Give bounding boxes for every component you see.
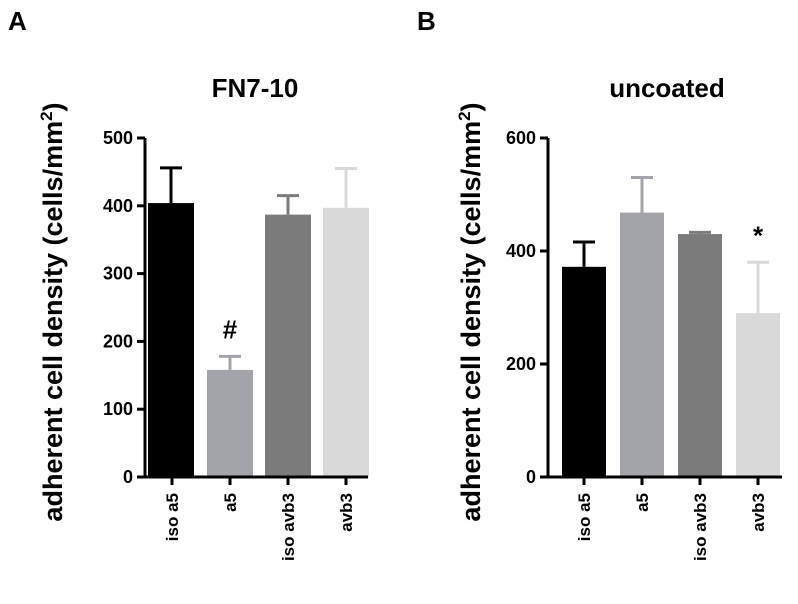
significance-annotation: * xyxy=(753,220,764,250)
x-category-label: iso avb3 xyxy=(691,493,710,561)
y-axis-label-text: adherent cell density (cells/mm xyxy=(38,121,68,522)
y-tick-label: 0 xyxy=(526,467,536,487)
y-tick-label: 300 xyxy=(103,264,133,284)
bar xyxy=(207,369,253,477)
bar xyxy=(148,203,194,477)
x-category-label: iso a5 xyxy=(163,493,182,541)
y-tick-label: 600 xyxy=(506,128,536,148)
chart-title: uncoated xyxy=(609,73,725,103)
panel-letter: A xyxy=(8,6,27,36)
y-axis-label-text: adherent cell density (cells/mm xyxy=(456,121,486,522)
panel-letter: B xyxy=(417,6,436,36)
significance-annotation: # xyxy=(223,314,238,344)
x-category-label: iso a5 xyxy=(575,493,594,541)
y-tick-label: 500 xyxy=(103,128,133,148)
y-tick-label: 400 xyxy=(506,241,536,261)
y-axis-label: adherent cell density (cells/mm2) xyxy=(455,102,486,521)
y-axis-label-close: ) xyxy=(38,102,68,111)
y-tick-label: 400 xyxy=(103,196,133,216)
x-category-label: avb3 xyxy=(337,493,356,532)
panel-a: A FN7-10 adherent cell density (cells/mm2)… xyxy=(8,6,369,561)
bar xyxy=(736,313,780,477)
x-category-label: iso avb3 xyxy=(279,493,298,561)
y-axis-label: adherent cell density (cells/mm2) xyxy=(37,102,68,521)
y-axis-label-close: ) xyxy=(456,102,486,111)
y-tick-label: 100 xyxy=(103,399,133,419)
x-category-label: avb3 xyxy=(749,493,768,532)
y-axis-label-superscript: 2 xyxy=(37,111,56,120)
bar xyxy=(323,207,369,478)
bar xyxy=(678,234,722,477)
bar xyxy=(562,266,606,477)
bar xyxy=(265,214,311,477)
y-tick-label: 0 xyxy=(123,467,133,487)
y-axis-label-superscript: 2 xyxy=(455,111,474,120)
bar xyxy=(620,212,664,477)
x-category-label: a5 xyxy=(633,493,652,512)
x-category-label: a5 xyxy=(221,493,240,512)
chart-title: FN7-10 xyxy=(212,73,299,103)
y-tick-label: 200 xyxy=(103,331,133,351)
y-tick-label: 200 xyxy=(506,354,536,374)
